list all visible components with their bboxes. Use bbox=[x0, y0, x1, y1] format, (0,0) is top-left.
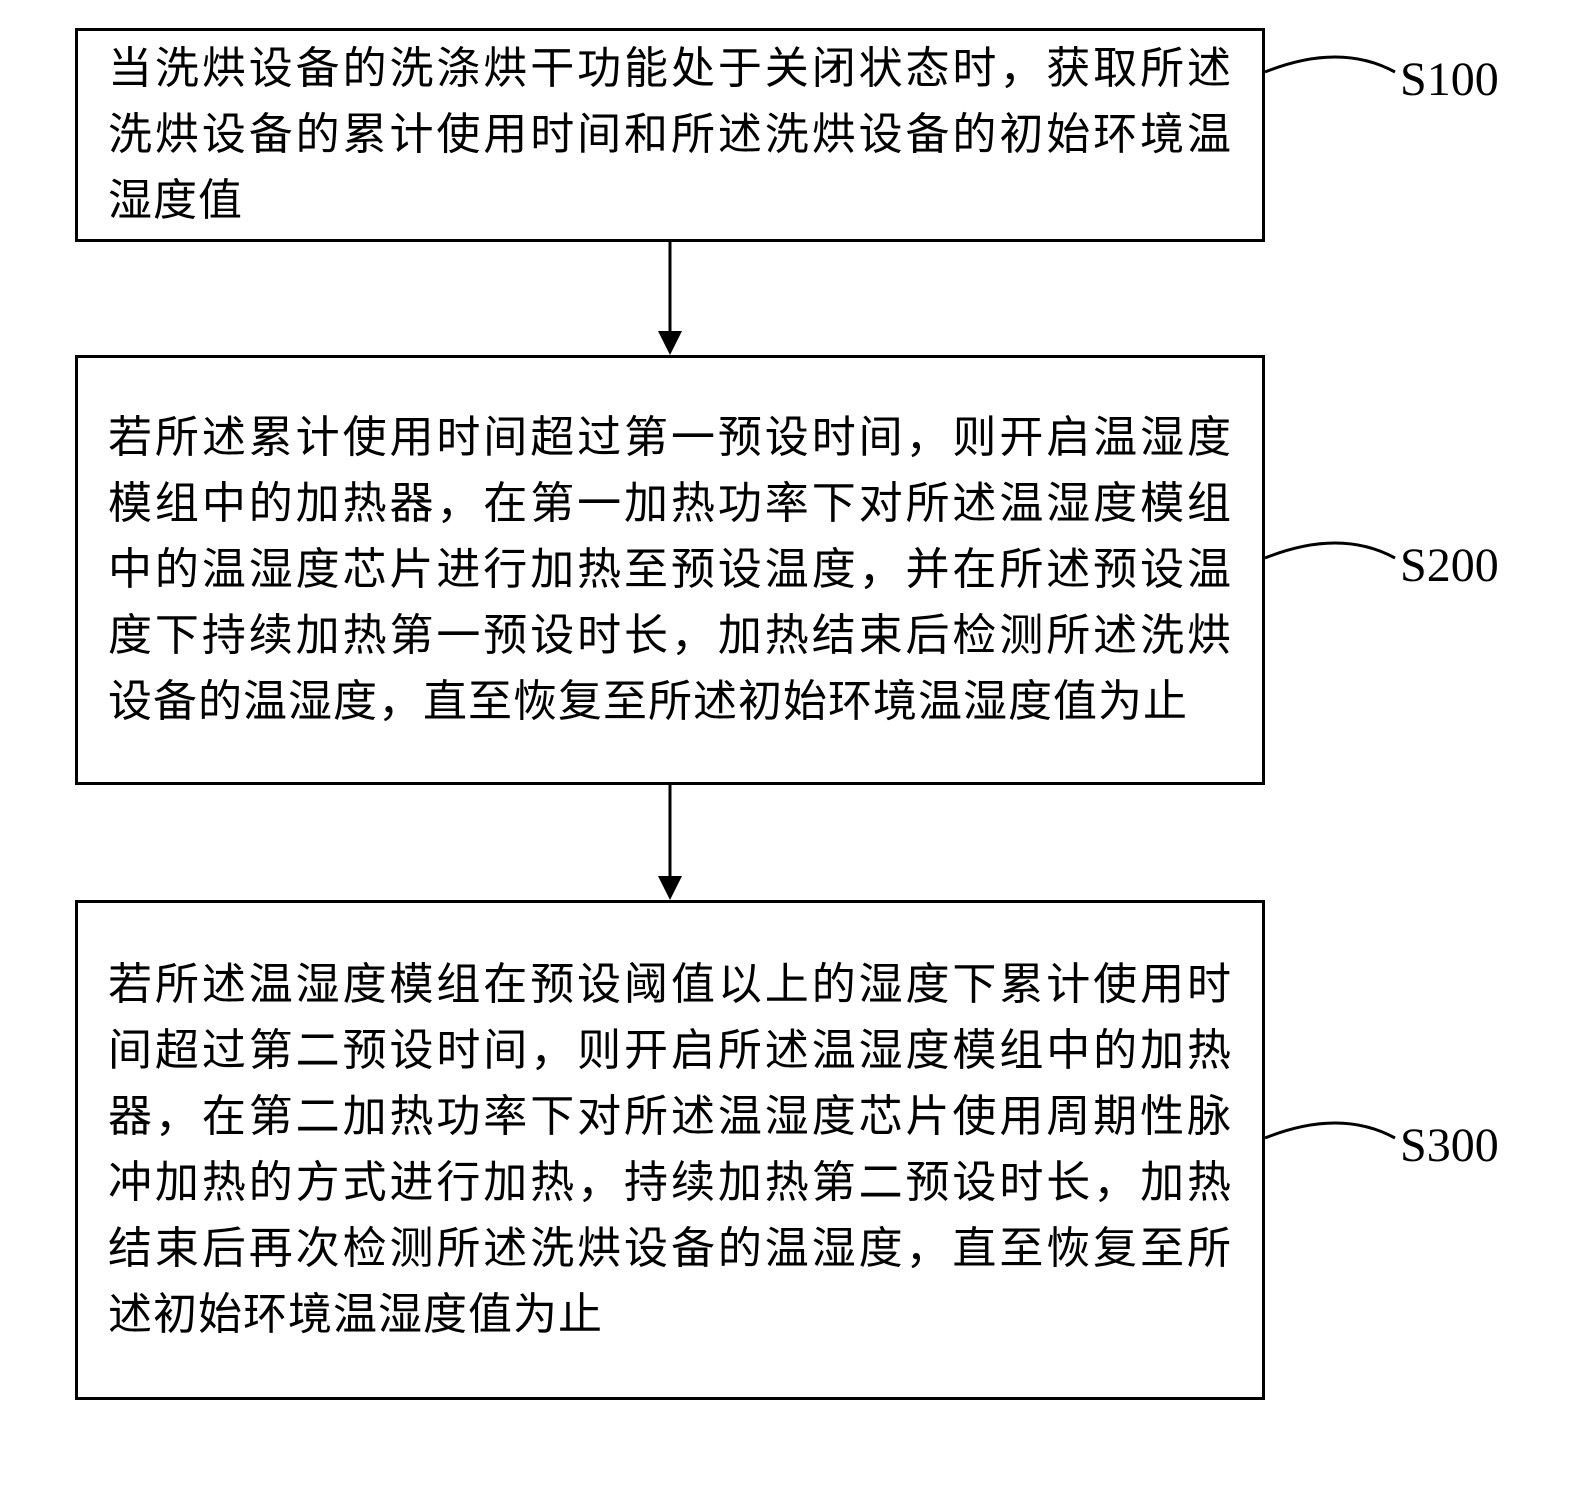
flow-label-s300: S300 bbox=[1400, 1118, 1499, 1173]
flow-node-s100: 当洗烘设备的洗涤烘干功能处于关闭状态时，获取所述洗烘设备的累计使用时间和所述洗烘… bbox=[75, 28, 1265, 242]
flowchart-canvas: 当洗烘设备的洗涤烘干功能处于关闭状态时，获取所述洗烘设备的累计使用时间和所述洗烘… bbox=[0, 0, 1579, 1509]
flow-node-s200: 若所述累计使用时间超过第一预设时间，则开启温湿度模组中的加热器，在第一加热功率下… bbox=[75, 355, 1265, 785]
flow-node-s300: 若所述温湿度模组在预设阈值以上的湿度下累计使用时间超过第二预设时间，则开启所述温… bbox=[75, 900, 1265, 1400]
flow-node-s300-text: 若所述温湿度模组在预设阈值以上的湿度下累计使用时间超过第二预设时间，则开启所述温… bbox=[108, 952, 1232, 1348]
flow-label-s200: S200 bbox=[1400, 538, 1499, 593]
flow-node-s200-text: 若所述累计使用时间超过第一预设时间，则开启温湿度模组中的加热器，在第一加热功率下… bbox=[108, 405, 1232, 735]
flow-node-s100-text: 当洗烘设备的洗涤烘干功能处于关闭状态时，获取所述洗烘设备的累计使用时间和所述洗烘… bbox=[108, 36, 1232, 234]
flow-label-s100: S100 bbox=[1400, 52, 1499, 107]
